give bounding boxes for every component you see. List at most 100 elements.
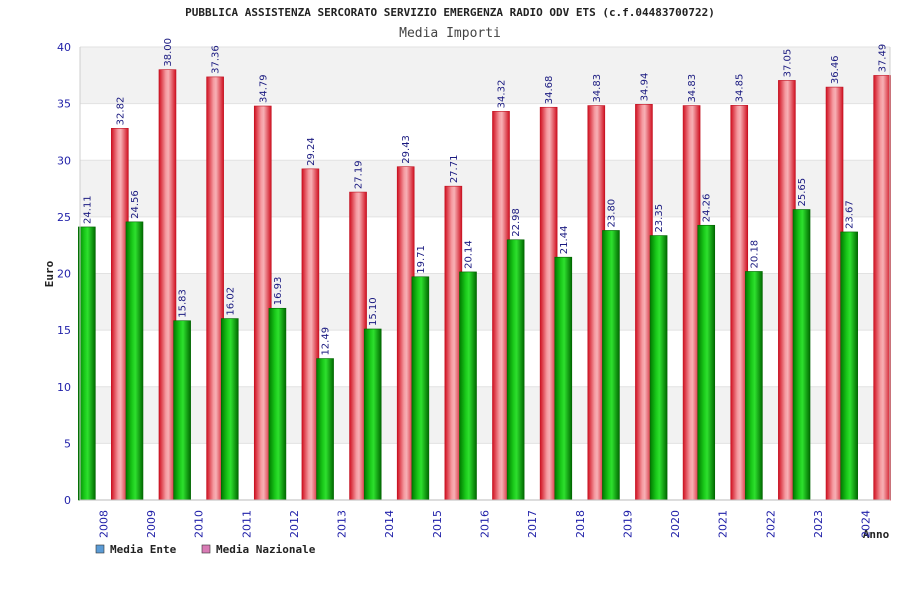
data-label: 23.35 [654,204,665,233]
x-tick-label: 2010 [193,510,206,538]
data-label: 34.83 [687,74,698,103]
grid-band [80,330,890,387]
y-tick-label: 35 [57,98,71,111]
bar-media-ente [268,307,287,501]
x-tick-label: 2020 [669,510,682,538]
x-tick-label: 2019 [621,510,634,538]
data-label: 16.93 [273,277,284,306]
x-tick-label: 2021 [717,510,730,538]
y-tick-label: 10 [57,381,71,394]
x-tick-label: 2016 [479,510,492,538]
x-tick-label: 2008 [97,510,110,538]
bar-media-ente [78,226,96,501]
data-label: 12.49 [321,327,332,356]
x-axis-ticks: 2008 2009 2010 2011 2012 2013 2014 2015 2016 2017… [97,510,872,538]
y-tick-label: 20 [57,268,71,281]
x-tick-label: 2013 [336,510,349,538]
x-tick-label: 2011 [240,510,253,538]
data-label: 32.82 [115,97,126,126]
x-tick-label: 2012 [288,510,301,538]
grid-band [80,443,890,500]
y-tick-label: 5 [64,437,71,450]
x-tick-label: 2018 [574,510,587,538]
data-label: 27.19 [354,160,365,189]
x-tick-label: 2015 [431,510,444,538]
data-label: 23.80 [606,199,617,228]
bar-media-ente [602,230,620,501]
data-label: 20.14 [464,240,475,269]
data-label: 21.44 [559,226,570,255]
bar-media-ente [220,318,239,501]
data-label: 24.11 [82,195,93,224]
y-tick-label: 15 [57,324,71,337]
bar-media-ente [697,224,716,501]
data-label: 37.49 [878,44,889,73]
data-label: 29.43 [401,135,412,164]
bar-media-ente [649,235,668,501]
data-label: 23.67 [845,200,856,229]
legend-label: Media Nazionale [216,543,316,556]
x-tick-label: 2014 [383,510,396,538]
data-label: 27.71 [449,155,460,184]
bar-media-ente [173,320,191,501]
data-label: 34.32 [497,80,508,109]
data-label: 20.18 [749,240,760,269]
legend-label: Media Ente [110,543,177,556]
legend-swatch [95,544,105,554]
bar-media-ente [459,271,477,501]
bar-media-ente [316,358,334,501]
chart-title: PUBBLICA ASSISTENZA SERCORATO SERVIZIO E… [185,6,715,19]
bar-media-ente [792,209,811,501]
y-axis-label: Euro [43,260,56,287]
bar-media-ente [506,239,525,501]
x-tick-label: 2022 [764,510,777,538]
data-label: 16.02 [225,287,236,316]
data-label: 19.71 [416,245,427,274]
bar-media-ente [554,256,573,501]
grid-band [80,216,890,274]
grid-band [80,160,890,217]
bar-media-ente [840,231,858,501]
data-label: 38.00 [163,38,174,67]
y-tick-label: 25 [57,211,71,224]
data-label: 34.94 [639,73,650,102]
x-tick-label: 2023 [812,510,825,538]
y-tick-label: 40 [57,41,71,54]
legend-swatch [201,544,211,554]
data-label: 37.05 [782,49,793,78]
x-tick-label: 2017 [526,510,539,538]
data-label: 37.36 [211,45,222,74]
data-label: 34.79 [258,74,269,103]
data-labels: 24.11 32.82 24.56 38.00 15.83 37.36 16.02 34.79… [82,38,888,356]
y-tick-label: 30 [57,154,71,167]
data-label: 22.98 [511,208,522,237]
data-label: 25.65 [797,178,808,207]
grid-band [80,386,890,444]
y-axis-ticks: 0 5 10 15 20 25 30 35 40 [57,41,71,507]
grid-band [80,47,890,104]
axes [79,47,891,501]
x-axis-label: Anno [863,528,890,541]
bar-media-nazionale [873,75,891,501]
data-label: 29.24 [306,137,317,166]
legend: Media Ente Media Nazionale [95,543,316,556]
data-label: 34.68 [544,76,555,105]
bar-media-ente [125,221,144,501]
data-label: 15.83 [178,289,189,318]
data-label: 34.85 [735,74,746,103]
bars [78,69,891,501]
chart-subtitle: Media Importi [399,26,501,41]
data-label: 24.56 [130,190,141,219]
grid-band [80,103,890,161]
bar-media-ente [363,328,382,501]
data-label: 36.46 [830,55,841,84]
bar-media-ente [411,276,430,501]
data-label: 24.26 [702,194,713,223]
x-tick-label: 2024 [860,510,873,538]
x-tick-label: 2009 [145,510,158,538]
y-tick-label: 0 [64,494,71,507]
grid-band [80,273,890,331]
bar-media-ente [745,271,763,501]
